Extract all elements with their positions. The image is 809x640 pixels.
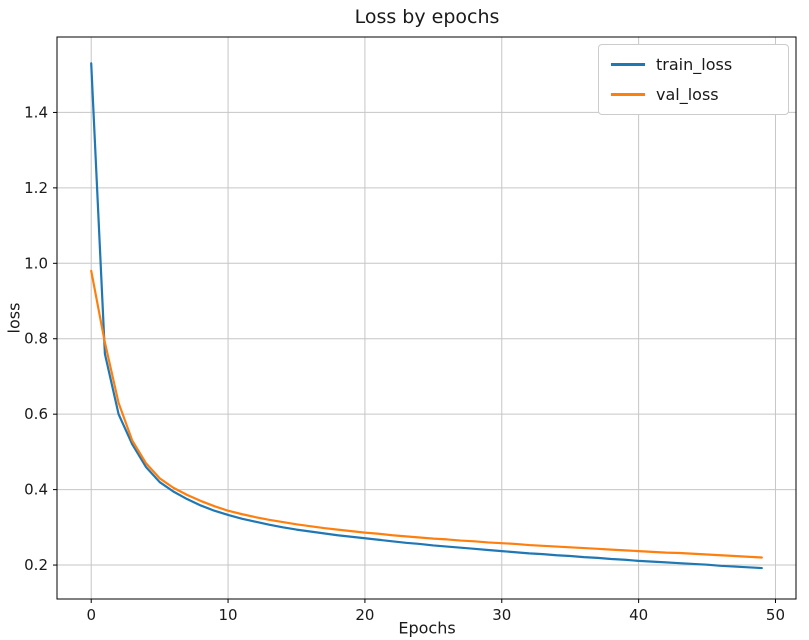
y-tick-label: 1.4 bbox=[24, 103, 48, 121]
val-loss-line bbox=[90, 269, 763, 559]
x-tick-label: 20 bbox=[355, 606, 374, 624]
train-loss-line-swatch bbox=[611, 63, 645, 66]
legend-item-train-loss: train_loss bbox=[611, 54, 776, 75]
x-axis-label: Epochs bbox=[398, 618, 456, 638]
x-tick-label: 30 bbox=[492, 606, 511, 624]
x-tick-label: 40 bbox=[629, 606, 648, 624]
y-tick-label: 0.8 bbox=[24, 330, 48, 348]
plot-border bbox=[56, 36, 797, 600]
x-tick-label: 50 bbox=[766, 606, 785, 624]
legend-item-val-loss: val_loss bbox=[611, 84, 776, 105]
legend: train_loss val_loss bbox=[598, 44, 789, 115]
x-tick-label: 10 bbox=[219, 606, 238, 624]
x-tick-label: 0 bbox=[86, 606, 96, 624]
chart-title: Loss by epochs bbox=[354, 6, 500, 28]
y-tick-label: 1.0 bbox=[24, 254, 48, 272]
y-tick-label: 0.6 bbox=[24, 405, 48, 423]
val-loss-line-swatch bbox=[611, 93, 645, 96]
legend-label-val-loss: val_loss bbox=[656, 84, 719, 104]
y-tick-label: 0.4 bbox=[24, 481, 48, 499]
y-tick-label: 0.2 bbox=[24, 556, 48, 574]
legend-label-train-loss: train_loss bbox=[656, 54, 733, 74]
y-axis-label: loss bbox=[4, 302, 24, 334]
train-loss-line bbox=[90, 62, 763, 570]
y-tick-label: 1.2 bbox=[24, 179, 48, 197]
